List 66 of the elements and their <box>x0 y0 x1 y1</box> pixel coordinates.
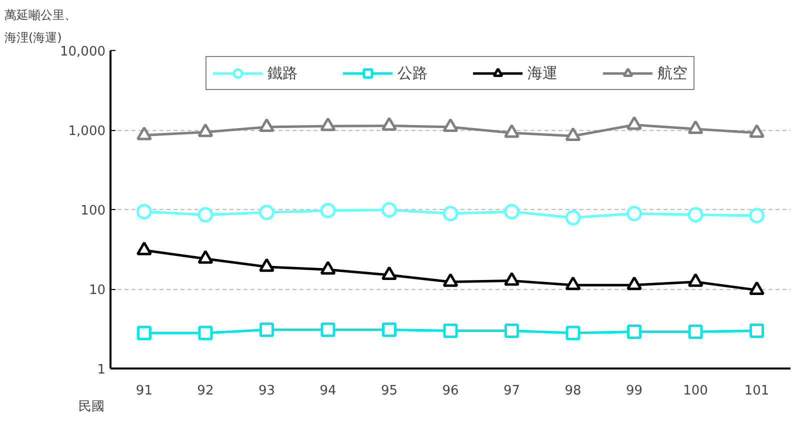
x-tick-label: 95 <box>380 384 398 398</box>
point <box>259 322 274 338</box>
point <box>504 272 520 286</box>
point <box>382 322 396 338</box>
point <box>626 276 642 290</box>
point <box>443 324 458 338</box>
x-tick-label: 98 <box>564 384 582 398</box>
legend-label: 鐵路 <box>268 64 298 82</box>
point <box>381 117 397 131</box>
point <box>750 324 764 338</box>
x-tick-label: 99 <box>626 384 643 398</box>
legend-label: 公路 <box>398 64 428 82</box>
point <box>688 120 704 134</box>
point <box>381 266 397 280</box>
point <box>320 202 336 218</box>
point <box>566 326 580 340</box>
point <box>136 126 152 140</box>
point <box>749 124 765 138</box>
y-tick-label: 1 <box>97 362 106 378</box>
point <box>442 273 458 287</box>
legend-label: 航空 <box>658 64 688 82</box>
point <box>626 206 642 222</box>
point <box>320 117 336 132</box>
point <box>442 206 458 222</box>
point <box>320 322 336 338</box>
y-tick-label: 100 <box>80 204 106 218</box>
y-axis-title: 萬延噸公里、海浬(海運) <box>4 8 76 44</box>
point <box>688 206 704 222</box>
point <box>136 204 152 220</box>
point <box>258 118 274 132</box>
point <box>320 260 336 275</box>
x-tick-label: 96 <box>442 384 459 398</box>
point <box>198 326 213 340</box>
point <box>504 324 520 338</box>
point <box>565 276 581 290</box>
point <box>749 281 765 296</box>
point <box>626 116 642 130</box>
point <box>258 204 274 220</box>
point <box>504 204 520 220</box>
x-tick-label: 93 <box>258 384 275 398</box>
x-tick-label: 91 <box>136 384 152 398</box>
y-tick-label: 10,000 <box>60 44 106 60</box>
y-tick-label: 1,000 <box>68 124 106 139</box>
x-tick-label: 94 <box>320 384 336 398</box>
x-axis-title: 民國 <box>78 400 104 414</box>
point <box>565 127 581 142</box>
point <box>688 324 703 339</box>
y-tick-label: 10 <box>88 283 106 298</box>
point <box>749 208 765 224</box>
point <box>504 124 520 138</box>
x-tick-label: 100 <box>683 384 708 398</box>
x-tick-label: 101 <box>744 384 770 398</box>
point <box>198 250 214 264</box>
point <box>565 210 581 226</box>
point <box>136 242 152 256</box>
point <box>688 273 704 287</box>
point <box>381 202 397 218</box>
legend-label: 海運 <box>528 64 558 82</box>
x-tick-label: 97 <box>503 384 520 398</box>
point <box>198 206 214 222</box>
point <box>627 324 642 339</box>
point <box>198 123 214 138</box>
point <box>442 118 458 132</box>
point <box>136 326 152 340</box>
x-tick-label: 92 <box>197 384 214 398</box>
point <box>258 258 274 272</box>
